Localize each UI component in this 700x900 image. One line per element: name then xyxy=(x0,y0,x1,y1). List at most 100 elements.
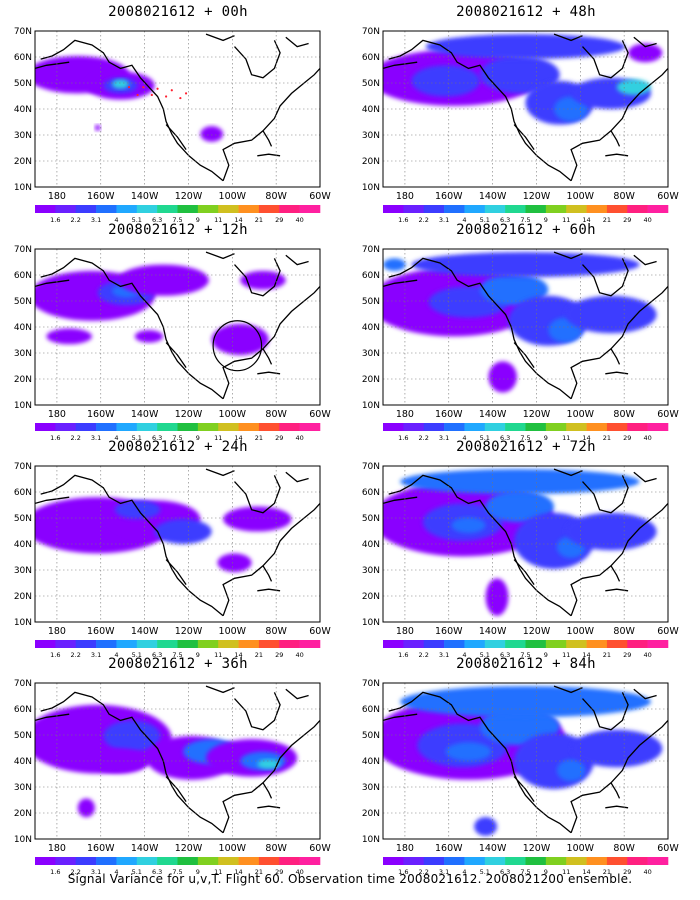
variance-contour xyxy=(134,330,164,343)
lon-label: 100W xyxy=(567,626,595,637)
colorbar-swatch xyxy=(75,423,97,431)
colorbar-swatch xyxy=(55,640,77,648)
coastline xyxy=(40,691,224,834)
lon-label: 120W xyxy=(523,191,551,202)
colorbar-label: 7.5 xyxy=(520,868,530,876)
panel-title: 2008021612 + 12h xyxy=(108,222,248,238)
lat-label: 40N xyxy=(362,540,380,550)
colorbar-label: 1.6 xyxy=(50,434,60,442)
coastline xyxy=(383,496,418,505)
lat-label: 40N xyxy=(14,757,32,767)
colorbar-label: 29 xyxy=(275,434,283,442)
variance-contour xyxy=(628,43,663,63)
colorbar-label: 3.1 xyxy=(91,868,101,876)
lon-label: 80W xyxy=(265,843,287,854)
lat-label: 60N xyxy=(362,488,380,498)
lon-label: 160W xyxy=(87,191,115,202)
colorbar-label: 2.2 xyxy=(419,651,429,659)
colorbar-swatch xyxy=(279,640,300,648)
coastline xyxy=(205,33,235,42)
coastline xyxy=(40,39,224,182)
lon-label: 80W xyxy=(613,409,635,420)
colorbar-swatch xyxy=(238,205,260,213)
colorbar-label: 29 xyxy=(275,868,283,876)
coastline xyxy=(633,688,657,700)
colorbar-swatch xyxy=(525,423,547,431)
coastline xyxy=(234,475,281,514)
flight-observation-point xyxy=(170,89,173,92)
colorbar-swatch xyxy=(545,423,567,431)
panel-title: 2008021612 + 24h xyxy=(108,439,248,455)
colorbar-label: 2.2 xyxy=(71,868,81,876)
colorbar-swatch xyxy=(464,205,486,213)
colorbar-swatch xyxy=(566,423,587,431)
coastline xyxy=(633,471,657,483)
colorbar-label: 14 xyxy=(234,216,242,224)
colorbar-label: 11 xyxy=(562,216,570,224)
colorbar-swatch xyxy=(586,640,608,648)
colorbar-label: 29 xyxy=(623,216,631,224)
flight-observation-point xyxy=(179,96,182,100)
lat-label: 30N xyxy=(362,349,380,359)
variance-contour xyxy=(411,252,640,278)
colorbar-label: 40 xyxy=(644,434,652,442)
variance-contour xyxy=(223,506,292,532)
colorbar-swatch xyxy=(218,423,239,431)
lat-label: 70N xyxy=(362,462,380,472)
colorbar-swatch xyxy=(35,423,56,431)
colorbar-swatch xyxy=(238,857,260,865)
colorbar-label: 11 xyxy=(214,868,222,876)
variance-contour xyxy=(565,512,657,551)
lon-label: 100W xyxy=(567,409,595,420)
variance-contour xyxy=(485,490,554,523)
lat-label: 40N xyxy=(362,105,380,115)
coastline xyxy=(35,496,70,505)
lon-label: 100W xyxy=(219,191,247,202)
colorbar-swatch xyxy=(258,857,280,865)
colorbar-swatch xyxy=(177,857,199,865)
colorbar-swatch xyxy=(279,857,300,865)
colorbar-swatch xyxy=(423,423,445,431)
colorbar-label: 2.2 xyxy=(419,868,429,876)
colorbar-swatch xyxy=(55,423,77,431)
map-panel: 2008021612 + 00h 70N 60N 50N 40N 30N 20N 10N 180… xyxy=(8,4,348,228)
colorbar-label: 5.1 xyxy=(132,651,142,659)
lon-label: 180 xyxy=(396,409,414,420)
coastline xyxy=(513,559,535,585)
coastline xyxy=(553,468,583,477)
lat-label: 10N xyxy=(14,183,32,193)
lon-label: 60W xyxy=(657,843,679,854)
colorbar-swatch xyxy=(157,205,178,213)
variance-map: 70N 60N 50N 40N 30N 20N 10N 180 160W 140W 120W 100W… xyxy=(362,27,680,224)
colorbar-label: 4 xyxy=(114,434,118,442)
colorbar-swatch xyxy=(525,640,547,648)
lat-label: 30N xyxy=(14,783,32,793)
lat-label: 20N xyxy=(14,157,32,167)
colorbar-label: 11 xyxy=(214,651,222,659)
colorbar-swatch xyxy=(238,423,260,431)
flight-observation-point xyxy=(136,93,139,97)
panel-title: 2008021612 + 00h xyxy=(108,4,248,20)
colorbar-label: 5.1 xyxy=(480,868,490,876)
flight-observation-point xyxy=(165,95,168,98)
lon-label: 160W xyxy=(87,409,115,420)
colorbar-swatch xyxy=(157,640,178,648)
lat-label: 70N xyxy=(362,679,380,689)
variance-contour xyxy=(488,361,517,393)
colorbar-swatch xyxy=(606,423,628,431)
lat-label: 10N xyxy=(14,401,32,411)
coastline xyxy=(262,782,273,799)
colorbar-swatch xyxy=(647,423,669,431)
variance-contour xyxy=(111,79,130,89)
lon-label: 80W xyxy=(613,843,635,854)
panel-title: 2008021612 + 60h xyxy=(456,222,596,238)
variance-contour xyxy=(383,258,406,271)
lon-label: 180 xyxy=(396,843,414,854)
lon-label: 60W xyxy=(309,626,331,637)
colorbar-swatch xyxy=(627,640,648,648)
lon-label: 140W xyxy=(131,191,159,202)
coastline xyxy=(35,713,70,722)
variance-map: 70N 60N 50N 40N 30N 20N 10N 180 160W 140W 120W 100W… xyxy=(14,462,332,659)
lat-label: 70N xyxy=(362,27,380,37)
colorbar-swatch xyxy=(157,857,178,865)
